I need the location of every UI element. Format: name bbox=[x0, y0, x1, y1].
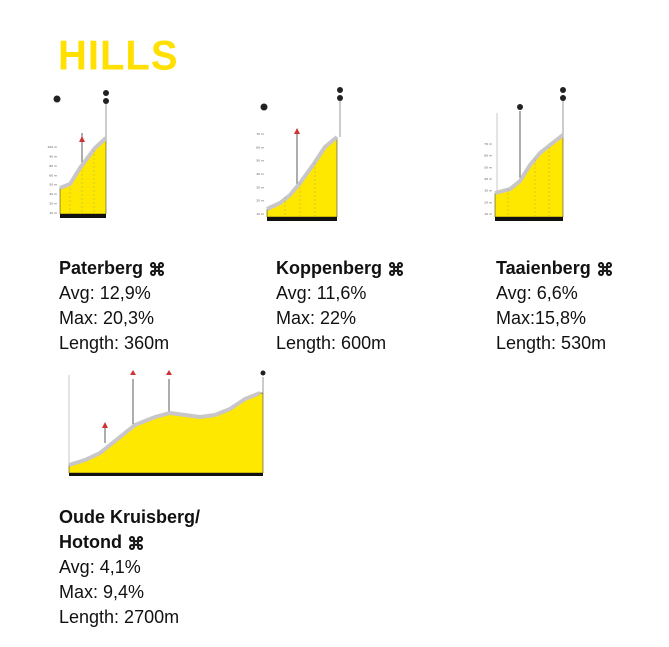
climb-length: Length: 360m bbox=[59, 333, 170, 353]
max-gradient: Max:15,8% bbox=[496, 308, 587, 328]
elevation-tick-label: 80 m bbox=[49, 164, 57, 168]
climb-name-line1: Oude Kruisberg/ bbox=[59, 507, 201, 527]
climb-name-label: Koppenberg bbox=[276, 258, 382, 278]
elevation-tick-label: 30 m bbox=[484, 189, 492, 193]
elevation-tick-label: 30 m bbox=[256, 185, 264, 189]
distance-tick-label: 0,3 bbox=[299, 221, 304, 225]
distance-tick-label: 0,5 bbox=[323, 221, 328, 225]
climb-name-label: Paterberg bbox=[59, 258, 144, 278]
elevation-profile-koppenberg: 70 m 60 m 50 m 40 m 30 m 20 m 10 m 0,1 0,2 0,3 0,4… bbox=[245, 85, 350, 225]
climb-name: Koppenberg bbox=[276, 256, 405, 281]
climb-name: Taaienberg bbox=[496, 256, 614, 281]
distance-tick-label: 0,4 bbox=[538, 221, 543, 225]
climb-name: Paterberg bbox=[59, 256, 169, 281]
distance-tick-label: 0,2 bbox=[515, 221, 520, 225]
elevation-profile-oude-kruisberg bbox=[55, 365, 275, 480]
climb-length: Length: 2700m bbox=[59, 607, 180, 627]
climb-length: Length: 530m bbox=[496, 333, 607, 353]
distance-tick-label: 0,4 bbox=[311, 221, 316, 225]
elevation-tick-label: 70 m bbox=[484, 142, 492, 146]
elevation-profile-taaienberg: 70 m 60 m 50 m 40 m 30 m 20 m 10 m 0,1 0,2 0,3 0,4… bbox=[475, 85, 575, 225]
elevation-tick-label: 50 m bbox=[484, 165, 492, 169]
climb-name-label: Hotond bbox=[59, 532, 122, 552]
climb-info-koppenberg: Koppenberg Avg: 11,6% Max: 22% Length: 6… bbox=[276, 256, 405, 356]
cobblestone-icon bbox=[597, 261, 612, 276]
elevation-tick-label: 40 m bbox=[484, 177, 492, 181]
climb-length: Length: 600m bbox=[276, 333, 387, 353]
max-gradient: Max: 22% bbox=[276, 308, 357, 328]
distance-tick-label: 0,1 bbox=[276, 221, 281, 225]
elevation-tick-label: 10 m bbox=[49, 211, 57, 215]
avg-gradient: Avg: 4,1% bbox=[59, 557, 141, 577]
distance-tick-label: 0,1 bbox=[69, 218, 74, 222]
climb-name: Hotond bbox=[59, 530, 200, 555]
elevation-tick-label: 20 m bbox=[484, 200, 492, 204]
avg-gradient: Avg: 11,6% bbox=[276, 283, 367, 303]
elevation-tick-label: 50 m bbox=[256, 159, 264, 163]
climb-name-label: Taaienberg bbox=[496, 258, 591, 278]
distance-tick-label: 0,2 bbox=[80, 218, 85, 222]
climb-info-oude-kruisberg: Oude Kruisberg/ Hotond Avg: 4,1% Max: 9,… bbox=[59, 505, 200, 630]
distance-tick-label: 0,3 bbox=[92, 218, 97, 222]
avg-gradient: Avg: 6,6% bbox=[496, 283, 578, 303]
elevation-tick-label: 60 m bbox=[256, 145, 264, 149]
elevation-tick-label: 20 m bbox=[256, 199, 264, 203]
elevation-tick-label: 20 m bbox=[49, 202, 57, 206]
elevation-tick-label: 50 m bbox=[49, 183, 57, 187]
avg-gradient: Avg: 12,9% bbox=[59, 283, 151, 303]
elevation-tick-label: 40 m bbox=[256, 172, 264, 176]
elevation-profile-paterberg: 100 m 90 m 80 m 60 m 50 m 40 m 20 m 10 m 0,1 0,2 0… bbox=[40, 88, 120, 228]
climb-info-taaienberg: Taaienberg Avg: 6,6% Max:15,8% Length: 5… bbox=[496, 256, 614, 356]
distance-tick-label: 0,3 bbox=[526, 221, 531, 225]
distance-tick-label: 0,1 bbox=[504, 221, 509, 225]
max-gradient: Max: 20,3% bbox=[59, 308, 155, 328]
distance-tick-label: 0,5 bbox=[549, 221, 554, 225]
cobblestone-icon bbox=[128, 535, 143, 550]
max-gradient: Max: 9,4% bbox=[59, 582, 145, 602]
climb-info-paterberg: Paterberg Avg: 12,9% Max: 20,3% Length: … bbox=[59, 256, 169, 356]
distance-tick-label: 0,2 bbox=[288, 221, 293, 225]
elevation-tick-label: 100 m bbox=[47, 145, 57, 149]
cobblestone-icon bbox=[389, 261, 403, 276]
cobblestone-icon bbox=[150, 261, 165, 276]
elevation-tick-label: 90 m bbox=[49, 154, 57, 158]
elevation-tick-label: 10 m bbox=[484, 212, 492, 216]
elevation-tick-label: 40 m bbox=[49, 192, 57, 196]
elevation-tick-label: 60 m bbox=[49, 173, 57, 177]
elevation-tick-label: 10 m bbox=[256, 212, 264, 216]
elevation-tick-label: 60 m bbox=[484, 154, 492, 158]
elevation-tick-label: 70 m bbox=[256, 132, 264, 136]
page-title: HILLS bbox=[58, 32, 179, 80]
